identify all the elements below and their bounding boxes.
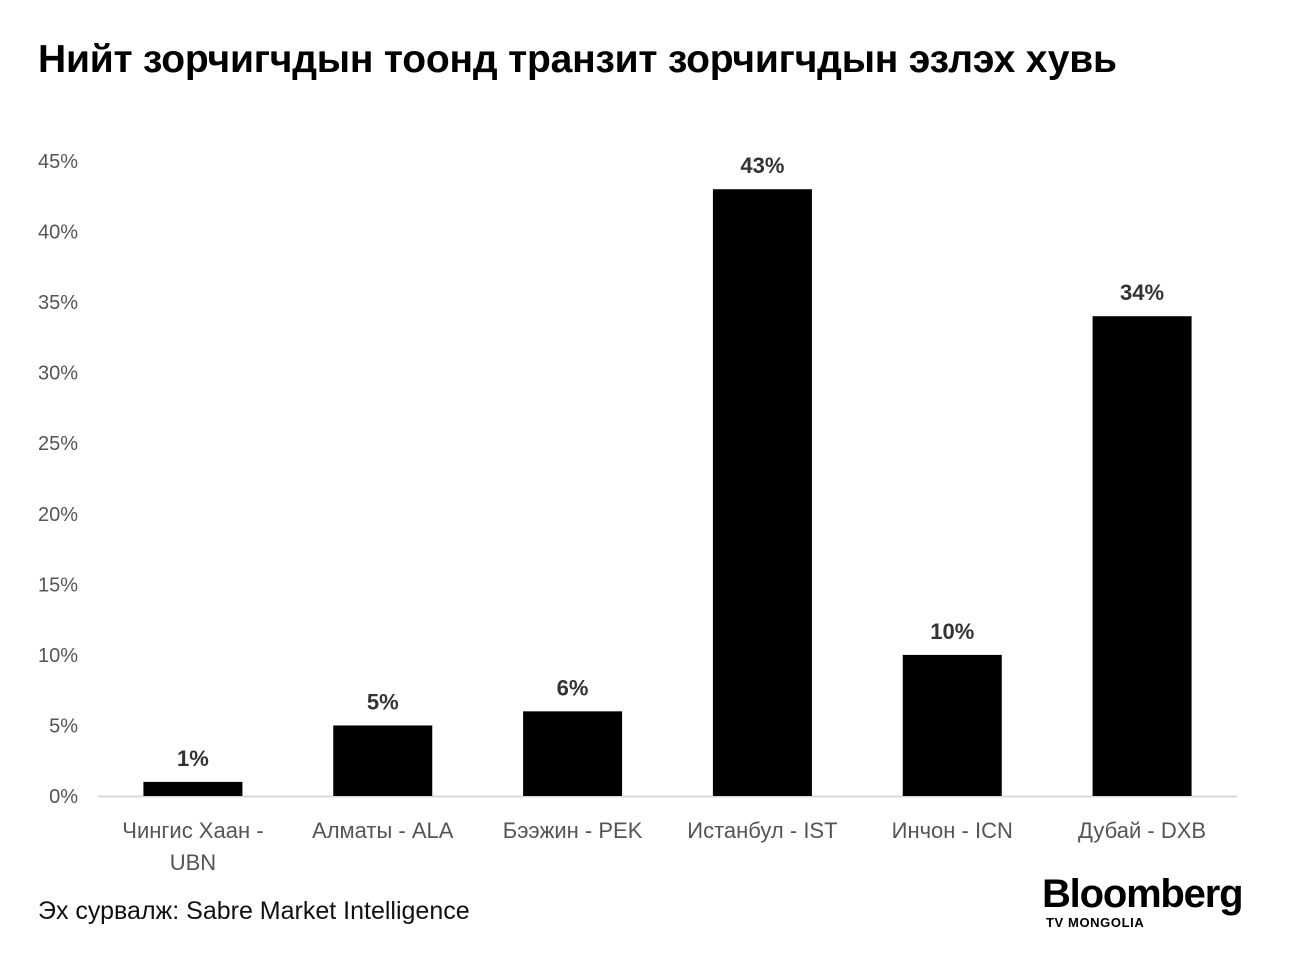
y-tick-label: 20% bbox=[38, 504, 78, 526]
x-category-label: Чингис Хаан - bbox=[122, 818, 263, 843]
source-note: Эх сурвалж: Sabre Market Intelligence bbox=[38, 897, 470, 925]
y-tick-label: 5% bbox=[49, 715, 78, 737]
data-label: 43% bbox=[740, 153, 784, 178]
x-category-label: Инчон - ICN bbox=[892, 818, 1013, 843]
bar bbox=[523, 711, 623, 796]
bar bbox=[333, 725, 433, 796]
chart-title: Нийт зорчигчдын тоонд транзит зорчигчдын… bbox=[38, 38, 1117, 81]
bar bbox=[143, 781, 243, 796]
y-tick-label: 15% bbox=[38, 574, 78, 596]
data-label: 34% bbox=[1120, 280, 1164, 305]
x-category-label: Алматы - ALA bbox=[312, 818, 454, 843]
logo-wordmark: Bloomberg bbox=[1042, 872, 1244, 916]
x-category-label: UBN bbox=[170, 850, 216, 875]
logo-subtitle: TV MONGOLIA bbox=[1046, 915, 1145, 930]
bar bbox=[712, 189, 812, 796]
x-category-label: Дубай - DXB bbox=[1078, 818, 1206, 843]
y-tick-label: 0% bbox=[49, 786, 78, 808]
y-tick-label: 35% bbox=[38, 292, 78, 314]
x-category-label: Истанбул - IST bbox=[687, 818, 837, 843]
bloomberg-logo: Bloomberg TV MONGOLIA bbox=[1042, 872, 1262, 932]
data-label: 6% bbox=[557, 675, 589, 700]
y-tick-label: 45% bbox=[38, 151, 78, 173]
y-tick-label: 10% bbox=[38, 645, 78, 667]
y-tick-label: 30% bbox=[38, 363, 78, 385]
bar bbox=[1092, 316, 1192, 796]
y-tick-label: 40% bbox=[38, 222, 78, 244]
y-tick-label: 25% bbox=[38, 433, 78, 455]
data-label: 1% bbox=[177, 746, 209, 771]
data-label: 10% bbox=[930, 619, 974, 644]
bar bbox=[902, 654, 1002, 796]
data-label: 5% bbox=[367, 689, 399, 714]
x-category-label: Бээжин - PEK bbox=[503, 818, 643, 843]
